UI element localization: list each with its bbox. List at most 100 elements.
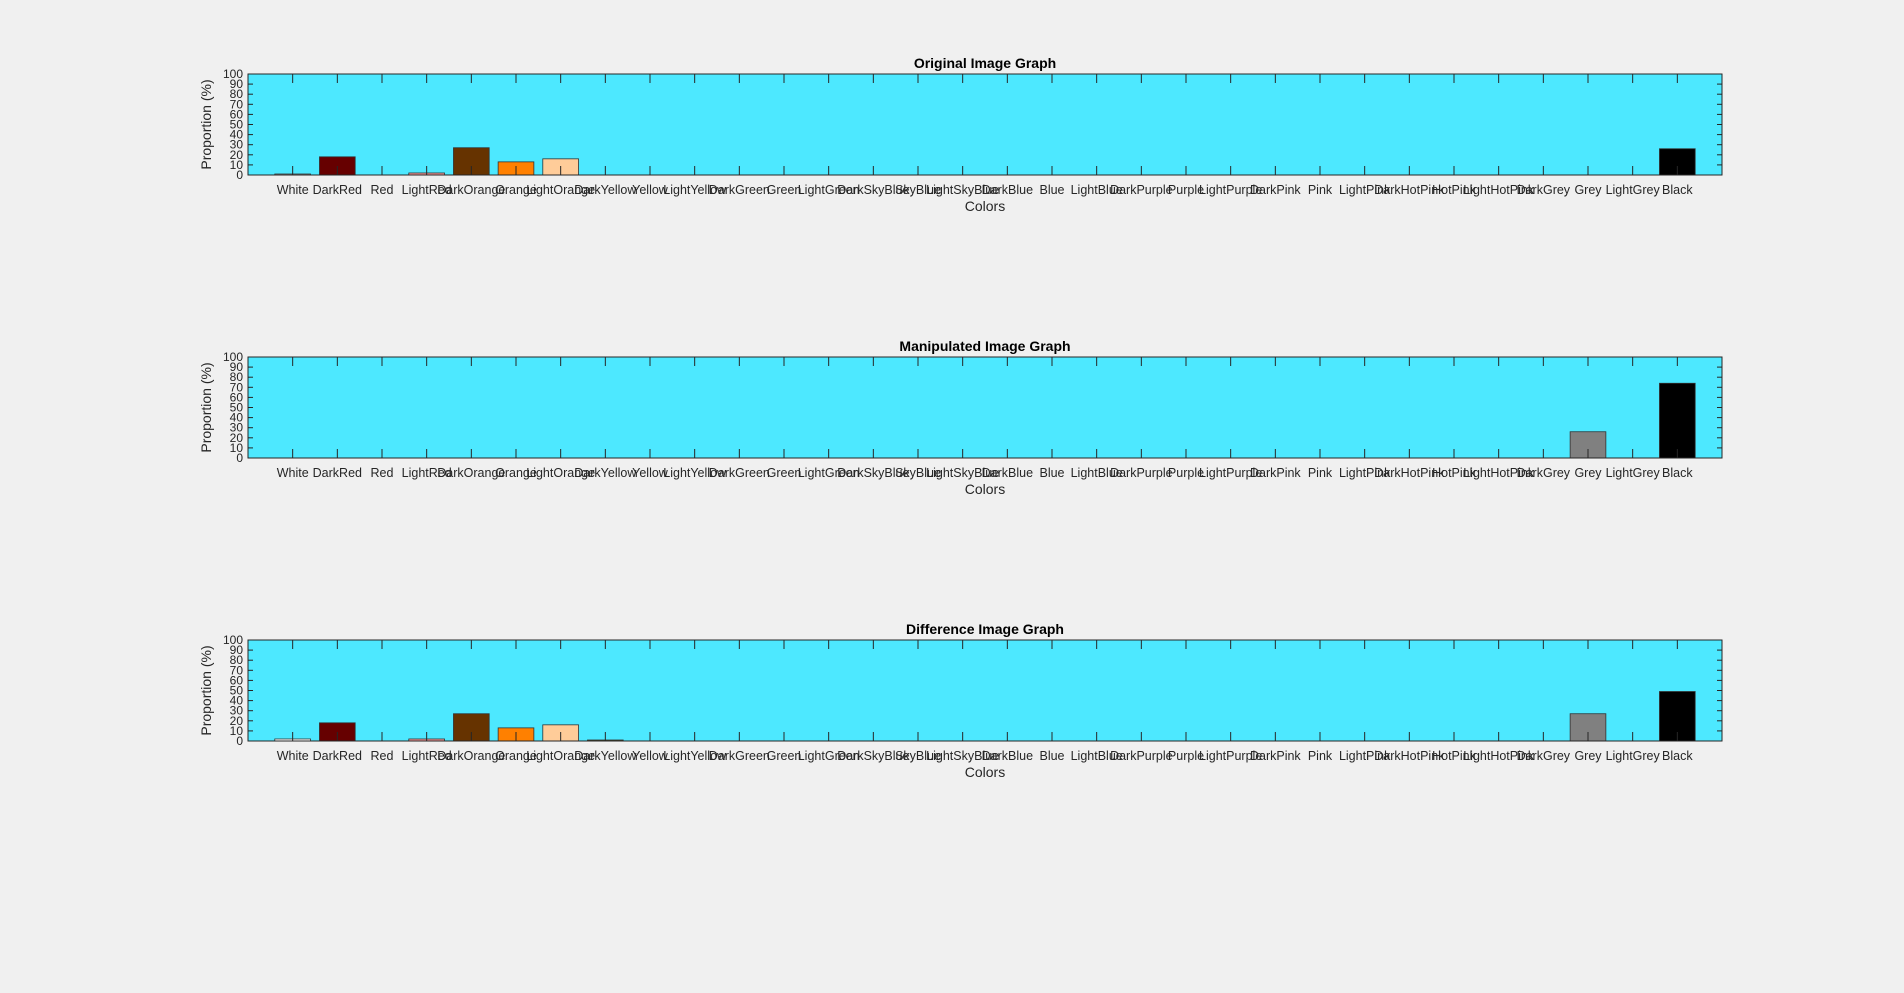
x-tick-label: LightOrange [526, 466, 595, 480]
x-tick-label: LightGreen [798, 749, 860, 763]
axes-background [248, 640, 1722, 741]
axes-frame [247, 73, 1723, 176]
x-tick-label: Pink [1308, 183, 1333, 197]
y-tick-label: 60 [230, 107, 244, 121]
x-tick-label: LightGrey [1606, 183, 1661, 197]
x-tick-label: LightSkyBlue [926, 183, 999, 197]
x-tick-label: LightPink [1339, 466, 1391, 480]
x-tick-label: DarkPurple [1110, 183, 1173, 197]
x-tick-label: DarkGrey [1517, 466, 1571, 480]
y-tick-label: 10 [230, 441, 244, 455]
y-tick-label: 50 [230, 684, 244, 698]
y-axis-label: Proportion (%) [198, 79, 214, 169]
x-tick-label: LightHotPink [1463, 466, 1535, 480]
y-tick-label: 0 [236, 168, 243, 182]
x-tick-label: LightSkyBlue [926, 466, 999, 480]
y-tick-label: 100 [223, 67, 243, 81]
y-tick-label: 40 [230, 411, 244, 425]
x-tick-label: LightBlue [1071, 183, 1123, 197]
chart-1: Original Image Graph 01020304050607080901… [198, 55, 1723, 214]
x-tick-label: Blue [1039, 466, 1064, 480]
y-tick-label: 80 [230, 653, 244, 667]
y-tick-label: 10 [230, 724, 244, 738]
chart-title: Manipulated Image Graph [899, 338, 1070, 354]
x-tick-label: DarkPink [1250, 183, 1301, 197]
x-tick-label: Green [767, 466, 802, 480]
x-tick-label: Pink [1308, 749, 1333, 763]
x-tick-label: DarkGrey [1517, 749, 1571, 763]
y-tick-label: 10 [230, 158, 244, 172]
y-tick-label: 50 [230, 118, 244, 132]
x-tick-label: LightGrey [1606, 466, 1661, 480]
x-tick-label: LightGrey [1606, 749, 1661, 763]
x-tick-label: LightPink [1339, 749, 1391, 763]
x-tick-label: DarkGreen [709, 749, 770, 763]
x-tick-label: DarkPurple [1110, 749, 1173, 763]
y-tick-label: 60 [230, 673, 244, 687]
chart-title: Original Image Graph [914, 55, 1056, 71]
axes-background [248, 74, 1722, 175]
x-tick-label: Grey [1574, 466, 1602, 480]
x-tick-label: Blue [1039, 183, 1064, 197]
x-tick-label: HotPink [1432, 183, 1477, 197]
x-tick-label: LightPink [1339, 183, 1391, 197]
y-tick-label: 20 [230, 148, 244, 162]
x-tick-label: HotPink [1432, 749, 1477, 763]
x-tick-label: DarkBlue [982, 749, 1033, 763]
y-tick-label: 100 [223, 633, 243, 647]
x-tick-label: DarkBlue [982, 183, 1033, 197]
x-tick-label: DarkYellow [574, 183, 637, 197]
x-tick-label: Red [371, 466, 394, 480]
y-tick-label: 80 [230, 370, 244, 384]
x-tick-label: Red [371, 183, 394, 197]
x-tick-label: LightSkyBlue [926, 749, 999, 763]
x-tick-label: Black [1662, 749, 1693, 763]
y-tick-label: 0 [236, 734, 243, 748]
x-tick-label: LightPurple [1199, 183, 1262, 197]
x-tick-label: White [277, 466, 309, 480]
x-tick-label: White [277, 749, 309, 763]
x-tick-label: Orange [495, 466, 537, 480]
x-tick-label: SkyBlue [895, 466, 941, 480]
x-axis-label: Colors [965, 198, 1005, 214]
y-tick-label: 100 [223, 350, 243, 364]
x-tick-label: Green [767, 183, 802, 197]
y-axis-label: Proportion (%) [198, 645, 214, 735]
x-tick-label: DarkOrange [437, 183, 505, 197]
chart-3: Difference Image Graph 010203040506070809… [198, 621, 1723, 780]
y-tick-label: 90 [230, 360, 244, 374]
chart-2: Manipulated Image Graph 01020304050607080… [198, 338, 1723, 497]
x-tick-label: LightGreen [798, 183, 860, 197]
x-tick-label: SkyBlue [895, 183, 941, 197]
x-axis-label: Colors [965, 481, 1005, 497]
x-tick-label: LightYellow [663, 466, 727, 480]
x-tick-label: Black [1662, 466, 1693, 480]
y-tick-label: 90 [230, 643, 244, 657]
y-tick-label: 70 [230, 380, 244, 394]
x-tick-label: Grey [1574, 749, 1602, 763]
y-tick-label: 90 [230, 77, 244, 91]
y-tick-label: 40 [230, 694, 244, 708]
x-tick-label: DarkYellow [574, 749, 637, 763]
x-tick-label: DarkHotPink [1374, 749, 1445, 763]
y-tick-label: 80 [230, 87, 244, 101]
x-tick-label: LightRed [402, 466, 452, 480]
x-tick-label: DarkRed [313, 466, 362, 480]
y-tick-label: 0 [236, 451, 243, 465]
x-tick-label: DarkSkyBlue [837, 466, 909, 480]
x-tick-label: DarkRed [313, 183, 362, 197]
x-tick-label: LightOrange [526, 183, 595, 197]
x-tick-label: DarkRed [313, 749, 362, 763]
bar-darkorange [453, 713, 490, 742]
x-tick-label: DarkYellow [574, 466, 637, 480]
x-tick-label: LightGreen [798, 466, 860, 480]
x-tick-label: Black [1662, 183, 1693, 197]
y-tick-label: 70 [230, 663, 244, 677]
x-tick-label: Yellow [632, 183, 669, 197]
x-tick-label: LightPurple [1199, 749, 1262, 763]
x-tick-label: DarkPurple [1110, 466, 1173, 480]
x-tick-label: DarkSkyBlue [837, 749, 909, 763]
y-axis-label: Proportion (%) [198, 362, 214, 452]
x-tick-label: LightRed [402, 183, 452, 197]
